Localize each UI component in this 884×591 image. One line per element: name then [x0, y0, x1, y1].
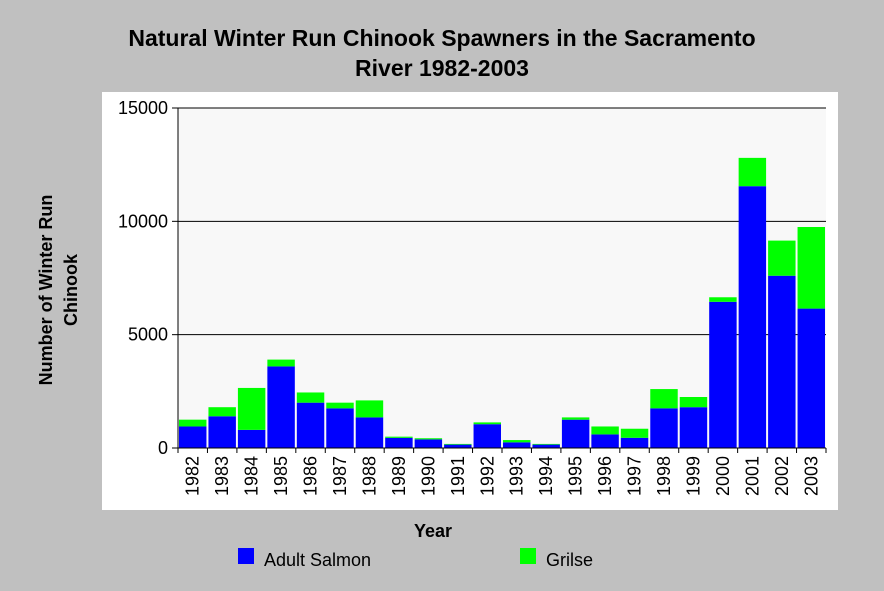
bar-adult-salmon-1984 — [237, 429, 266, 448]
bar-grilse-1987 — [326, 402, 354, 409]
bar-grilse-1993 — [503, 440, 531, 443]
bar-adult-salmon-1997 — [620, 437, 649, 448]
bar-adult-salmon-1989 — [385, 437, 413, 448]
bar-grilse-1998 — [650, 389, 678, 409]
bar-adult-salmon-1993 — [503, 442, 531, 448]
bar-adult-salmon-1994 — [532, 444, 560, 448]
x-tick-label: 2000 — [713, 456, 733, 496]
x-tick-label: 2001 — [742, 456, 762, 496]
bar-adult-salmon-1991 — [444, 444, 472, 448]
bar-grilse-1994 — [532, 443, 560, 445]
x-tick-label: 1993 — [507, 456, 527, 496]
bar-grilse-1997 — [620, 428, 649, 438]
x-tick-label: 1982 — [183, 456, 203, 496]
bar-adult-salmon-1982 — [179, 426, 207, 448]
y-tick-label: 10000 — [118, 211, 168, 231]
bar-grilse-1999 — [679, 397, 708, 408]
legend-swatch-adult-salmon — [238, 548, 254, 564]
bar-grilse-1990 — [414, 438, 443, 440]
x-axis-title: Year — [414, 521, 452, 541]
y-axis-title: Number of Winter Run Chinook — [36, 195, 81, 386]
bar-adult-salmon-2001 — [738, 186, 767, 448]
legend: Adult Salmon Grilse — [238, 548, 593, 570]
bar-grilse-1985 — [267, 359, 295, 367]
y-tick-label: 5000 — [128, 325, 168, 345]
bars — [179, 157, 825, 448]
bar-adult-salmon-1999 — [679, 407, 708, 448]
chart-title-line1: Natural Winter Run Chinook Spawners in t… — [128, 25, 755, 51]
x-tick-label: 2003 — [801, 456, 821, 496]
y-axis-title-line2: Chinook — [61, 253, 81, 326]
bar-grilse-1996 — [591, 426, 619, 435]
x-tick-label: 1983 — [212, 456, 232, 496]
y-tick-label: 15000 — [118, 98, 168, 118]
x-tick-label: 1995 — [566, 456, 586, 496]
y-tick-label: 0 — [158, 438, 168, 458]
x-tick-label: 1987 — [330, 456, 350, 496]
x-tick-label: 1990 — [418, 456, 438, 496]
bar-grilse-2000 — [709, 297, 737, 302]
x-tick-labels: 1982 1983 1984 1985 1986 1987 1988 1989 1990 1991… — [177, 448, 827, 496]
x-tick-label: 2002 — [772, 456, 792, 496]
x-tick-label: 1986 — [301, 456, 321, 496]
bar-adult-salmon-2000 — [709, 301, 737, 448]
legend-label-adult-salmon: Adult Salmon — [264, 550, 371, 570]
x-tick-label: 1999 — [683, 456, 703, 496]
bar-adult-salmon-1985 — [267, 366, 295, 448]
bar-grilse-1991 — [444, 443, 472, 445]
bar-adult-salmon-1986 — [296, 402, 325, 448]
bar-grilse-1992 — [473, 422, 501, 425]
bar-grilse-1988 — [355, 400, 384, 418]
bar-grilse-1989 — [385, 436, 413, 438]
x-tick-label: 1994 — [536, 456, 556, 496]
x-tick-label: 1997 — [625, 456, 645, 496]
bar-adult-salmon-1988 — [355, 417, 384, 448]
x-tick-label: 1992 — [477, 456, 497, 496]
bar-grilse-1982 — [179, 419, 207, 427]
bar-adult-salmon-2002 — [768, 275, 796, 448]
bar-adult-salmon-1992 — [473, 424, 501, 448]
x-tick-label: 1985 — [271, 456, 291, 496]
x-tick-label: 1996 — [595, 456, 615, 496]
y-axis-title-line1: Number of Winter Run — [36, 195, 56, 386]
x-tick-label: 1991 — [448, 456, 468, 496]
bar-adult-salmon-1983 — [208, 416, 236, 448]
bar-adult-salmon-2003 — [797, 308, 825, 448]
bar-grilse-2002 — [768, 240, 796, 276]
y-tick-labels: 0 5000 10000 15000 — [118, 98, 178, 458]
bar-adult-salmon-1990 — [414, 439, 443, 448]
bar-adult-salmon-1995 — [561, 419, 590, 448]
legend-label-grilse: Grilse — [546, 550, 593, 570]
bar-adult-salmon-1996 — [591, 434, 619, 448]
bar-grilse-1984 — [237, 387, 266, 430]
chart-title-line2: River 1982-2003 — [355, 55, 529, 81]
bar-grilse-1995 — [561, 417, 590, 420]
bar-grilse-2003 — [797, 227, 825, 309]
x-tick-label: 1989 — [389, 456, 409, 496]
bar-grilse-2001 — [738, 157, 767, 187]
bar-grilse-1983 — [208, 407, 236, 417]
legend-swatch-grilse — [520, 548, 536, 564]
x-tick-label: 1998 — [654, 456, 674, 496]
bar-adult-salmon-1998 — [650, 408, 678, 448]
bar-adult-salmon-1987 — [326, 408, 354, 448]
bar-grilse-1986 — [296, 392, 325, 403]
x-tick-label: 1988 — [359, 456, 379, 496]
x-tick-label: 1984 — [242, 456, 262, 496]
